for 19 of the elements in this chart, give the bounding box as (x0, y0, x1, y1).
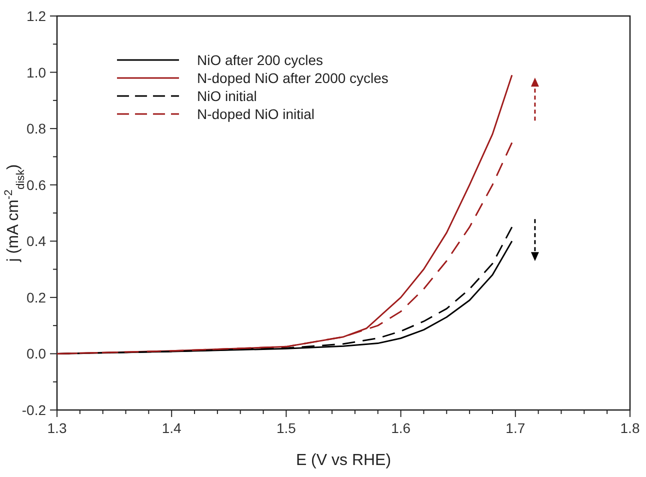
legend-label: N-doped NiO initial (197, 106, 314, 122)
y-tick-label: 0.0 (26, 346, 46, 362)
y-tick-label: 1.2 (26, 8, 46, 24)
y-tick-label: 0.4 (26, 233, 46, 250)
y-tick-label: -0.2 (22, 402, 46, 418)
x-tick-label: 1.6 (391, 420, 411, 436)
x-tick-label: 1.3 (47, 420, 67, 436)
y-tick-label: 0.8 (26, 120, 46, 137)
x-axis-title: E (V vs RHE) (296, 452, 392, 469)
y-tick-label: 1.0 (26, 64, 46, 80)
y-tick-label: 0.2 (26, 289, 46, 306)
legend-label: NiO initial (197, 88, 257, 104)
x-tick-label: 1.7 (506, 420, 526, 436)
legend-label: NiO after 200 cycles (197, 52, 324, 68)
x-tick-label: 1.8 (620, 420, 640, 436)
y-tick-label: 0.6 (26, 176, 46, 193)
x-tick-label: 1.4 (162, 420, 182, 436)
legend-label: N-doped NiO after 2000 cycles (197, 70, 388, 86)
x-tick-label: 1.5 (276, 420, 296, 436)
